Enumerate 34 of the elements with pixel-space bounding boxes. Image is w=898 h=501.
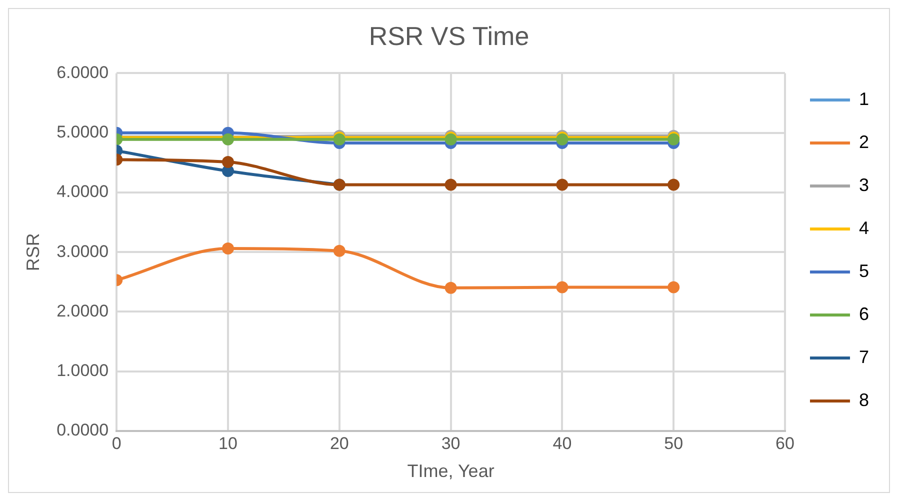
point (222, 156, 234, 168)
y-tick-label: 4.0000 (56, 182, 109, 202)
x-tick-label: 40 (552, 434, 572, 453)
legend-label: 6 (858, 304, 870, 324)
x-tick-label: 30 (441, 434, 460, 453)
x-tick-label: 10 (218, 434, 238, 453)
legend-label: 2 (858, 132, 870, 152)
y-tick-label: 5.0000 (56, 122, 109, 142)
y-tick-label: 3.0000 (56, 242, 109, 261)
y-tick-label: 6.0000 (56, 62, 109, 82)
legend-label: 8 (858, 390, 870, 410)
point (556, 281, 568, 294)
x-tick-label: 60 (776, 434, 794, 453)
x-axis-title: TIme, Year (407, 461, 494, 482)
x-tick-label: 50 (664, 434, 684, 453)
point (668, 281, 680, 294)
legend-label: 5 (858, 260, 870, 281)
y-tick-label: 2.0000 (56, 301, 109, 320)
y-tick-label: 1.0000 (56, 361, 109, 380)
y-tick-label: 0.0000 (56, 420, 109, 440)
legend-label: 3 (858, 174, 870, 195)
chart-title: RSR VS Time (368, 20, 530, 51)
point (333, 244, 346, 257)
point (556, 178, 568, 191)
legend-label: 1 (858, 88, 870, 109)
point (444, 178, 457, 191)
point (668, 178, 680, 191)
legend-label: 7 (858, 346, 870, 367)
point (222, 242, 234, 255)
x-tick-label: 0 (112, 434, 122, 453)
legend-label: 4 (858, 218, 870, 238)
y-axis-title: RSR (22, 233, 43, 272)
x-tick-label: 20 (330, 434, 349, 453)
point (444, 282, 457, 294)
